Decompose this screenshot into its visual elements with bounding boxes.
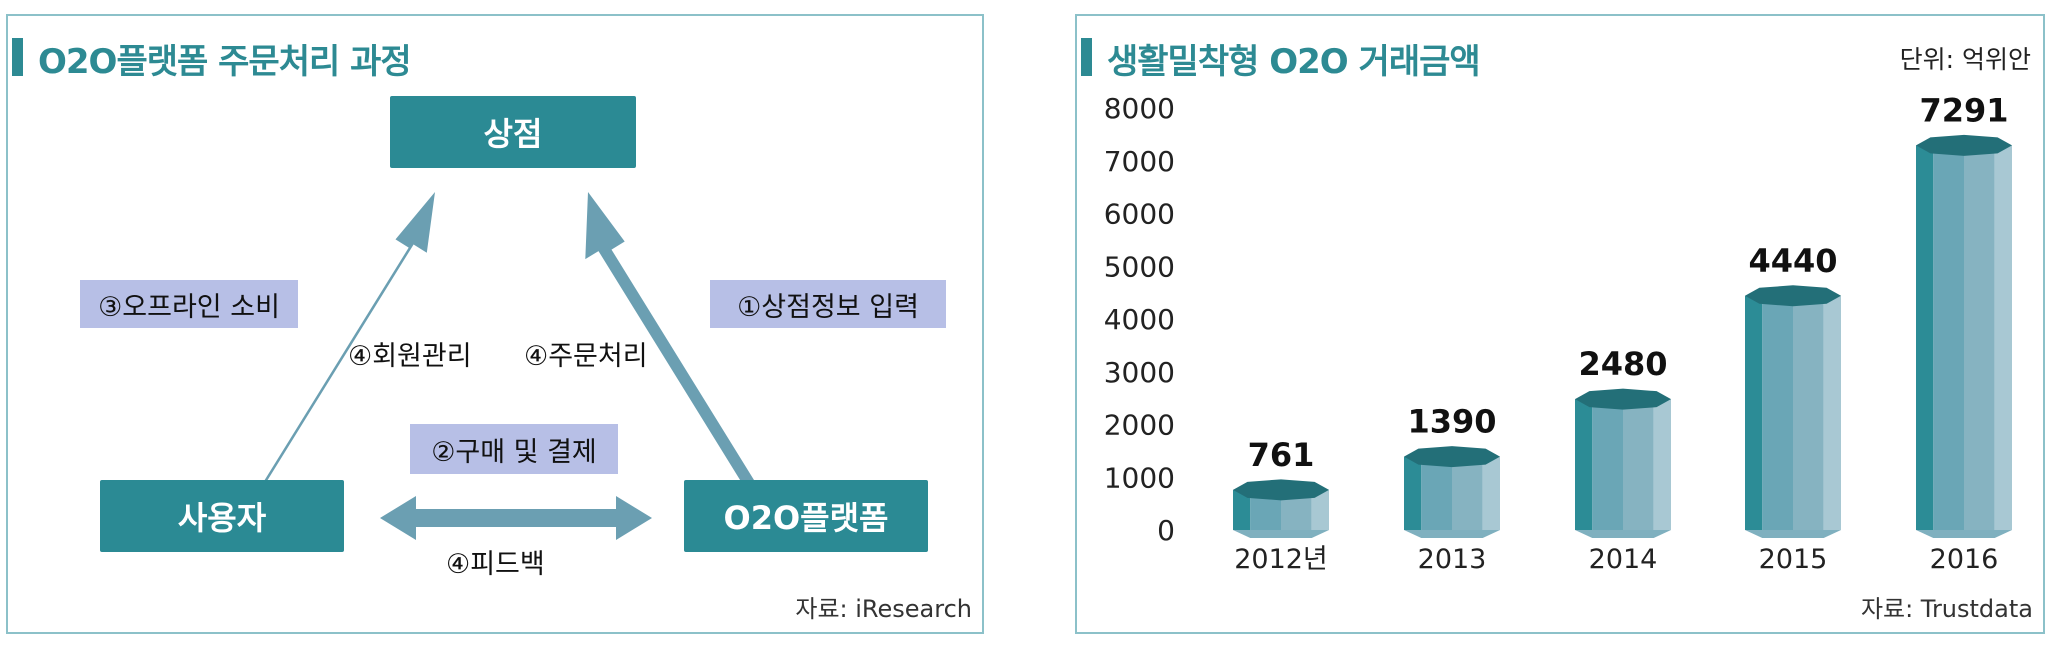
bar-face [1916,145,1934,530]
title-accent-bar [12,38,23,76]
bar-face [1623,399,1654,530]
bar-base [1745,530,1841,538]
process-title: O2O플랫폼 주문처리 과정 [38,42,412,82]
y-tick-label: 2000 [1104,409,1175,442]
bar-face [1233,489,1251,530]
source-note-left: 자료: iResearch [795,595,972,623]
arrow-user-platform [380,496,652,540]
node-user: 사용자 [100,480,344,552]
bar-face [1823,295,1841,530]
y-tick-label: 7000 [1104,145,1175,178]
bar-top-cap [1916,134,2012,156]
x-tick-label: 2016 [1930,544,1999,575]
bar-face [1404,456,1422,530]
y-tick-label: 8000 [1104,92,1175,125]
node-platform: O2O플랫폼 [684,480,928,552]
bar-face [1745,295,1763,530]
bar-base [1575,530,1671,538]
bar-base [1404,530,1500,538]
bar-base [1916,530,2012,538]
y-tick-label: 5000 [1104,250,1175,283]
o2o-process-panel: O2O플랫폼 주문처리 과정 상점 사용자 O2O플랫폼 ③오프라인 소비 ④회… [6,14,984,634]
bar-top-cap [1575,388,1671,410]
y-tick-label: 6000 [1104,198,1175,231]
y-tick-label: 3000 [1104,356,1175,389]
bar-face [1575,399,1593,530]
bar-face [1762,295,1793,530]
bar-base [1233,530,1329,538]
data-label: 7291 [1919,91,2008,129]
unit-label: 단위: 억위안 [1899,45,2031,74]
y-tick-label: 4000 [1104,303,1175,336]
data-label: 2480 [1578,345,1667,383]
bar-face [1421,456,1452,530]
bar-face [1452,456,1483,530]
arrow-store-platform [585,192,780,548]
bar-face [1653,399,1671,530]
data-label: 1390 [1407,403,1496,441]
bar-face [1311,489,1329,530]
x-tick-label: 2013 [1418,544,1487,575]
bar-face [1964,145,1995,530]
y-tick-label: 0 [1157,514,1175,547]
bar-face [1793,295,1824,530]
bar-top-cap [1404,446,1500,468]
bar-face [1592,399,1623,530]
y-tick-label: 1000 [1104,461,1175,494]
bar-top-cap [1233,479,1329,501]
label-feedback: ④피드백 [446,549,545,580]
label-member-management: ④회원관리 [348,341,472,372]
bar-face [1482,456,1500,530]
label-offline-consumption: ③오프라인 소비 [80,280,298,328]
x-tick-label: 2012년 [1234,544,1328,575]
source-note-right: 자료: Trustdata [1860,595,2033,623]
bar-chart: 0 1000 2000 3000 4000 5000 6000 7000 8000 761 2012… [1104,91,2012,575]
bar-face [1994,145,2012,530]
label-order-processing: ④주문처리 [524,341,648,372]
bar-top-cap [1745,285,1841,307]
node-store: 상점 [390,96,636,168]
title-accent-bar [1081,38,1092,76]
bar-face [1933,145,1964,530]
o2o-amount-chart-panel: 생활밀착형 O2O 거래금액 단위: 억위안 0 1000 2000 3000 4000… [1075,14,2045,634]
label-purchase-payment: ②구매 및 결제 [410,424,618,474]
x-tick-label: 2014 [1589,544,1658,575]
chart-title: 생활밀착형 O2O 거래금액 [1107,42,1481,82]
data-label: 4440 [1748,242,1837,280]
x-tick-label: 2015 [1759,544,1828,575]
label-store-info-input: ①상점정보 입력 [710,280,946,328]
data-label: 761 [1248,436,1315,474]
